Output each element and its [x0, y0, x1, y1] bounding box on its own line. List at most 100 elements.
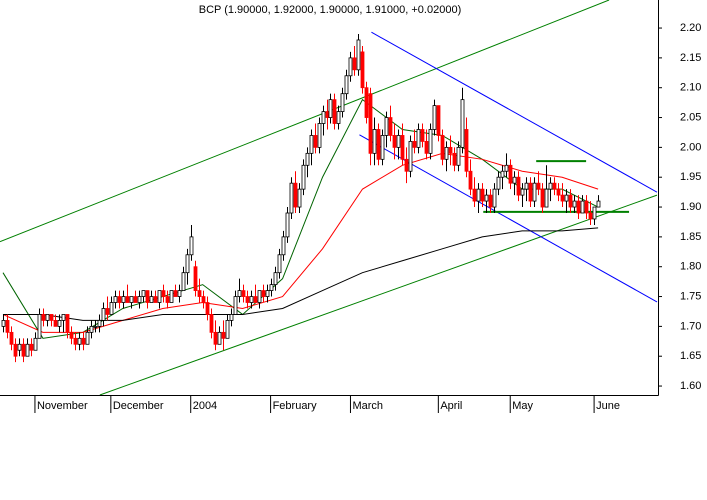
x-tick-label: June — [596, 400, 620, 412]
candle-body — [49, 314, 54, 321]
candle-body — [285, 212, 290, 238]
candle-body — [33, 337, 38, 351]
candle-body — [488, 194, 493, 208]
x-tick-label: March — [352, 400, 383, 412]
candle-body — [257, 290, 262, 303]
candle-body — [512, 176, 517, 184]
candle-body — [105, 308, 110, 315]
candle-body — [325, 111, 330, 118]
candle-body — [336, 111, 341, 124]
candle-body — [564, 194, 569, 202]
candle-body — [85, 331, 90, 345]
candle-body — [29, 343, 34, 351]
candle-body — [424, 141, 429, 154]
candle-body — [249, 296, 254, 303]
candle-body — [344, 75, 349, 95]
x-tick-label: February — [273, 400, 318, 412]
candle-body — [572, 200, 577, 208]
candle-body — [440, 135, 445, 160]
candle-body — [221, 331, 226, 339]
candle-body — [165, 296, 170, 303]
candle-body — [137, 296, 142, 303]
candle-body — [173, 290, 178, 297]
candle-body — [281, 236, 286, 256]
x-tick-label: November — [37, 400, 88, 412]
candle-body — [408, 141, 413, 172]
candle-body — [321, 111, 326, 124]
trendline — [371, 31, 658, 193]
candle-body — [420, 129, 425, 142]
candle-body — [253, 296, 258, 303]
candle-body — [556, 188, 561, 196]
candle-body — [468, 170, 473, 190]
candle-body — [596, 200, 601, 208]
candle-body — [217, 331, 222, 345]
candle-body — [197, 290, 202, 297]
candle-body — [9, 331, 14, 345]
candle-body — [588, 212, 593, 220]
candle-body — [93, 325, 98, 328]
candle-body — [225, 320, 230, 339]
candle-body — [53, 320, 58, 327]
candle-body — [57, 320, 62, 327]
candle-body — [576, 200, 581, 214]
candle-body — [364, 87, 369, 118]
candle-body — [372, 129, 377, 154]
candle-body — [65, 314, 70, 333]
candle-body — [41, 314, 46, 321]
trendline — [99, 194, 658, 396]
candle-body — [340, 93, 345, 112]
candle-body — [492, 188, 497, 208]
candle-body — [560, 194, 565, 202]
candle-body — [45, 314, 50, 321]
candle-body — [261, 290, 266, 297]
candle-body — [508, 164, 513, 184]
candle-body — [412, 141, 417, 148]
candle-body — [201, 296, 206, 303]
candle-body — [161, 290, 166, 297]
candle-body — [133, 296, 138, 303]
candle-body — [169, 290, 174, 303]
candle-body — [37, 314, 42, 339]
candle-body — [141, 290, 146, 297]
plot-area — [0, 0, 658, 396]
candle-body — [157, 290, 162, 303]
y-tick-label: 1.75 — [680, 290, 701, 302]
candle-body — [301, 164, 306, 190]
candle-body — [233, 296, 238, 315]
candle-body — [177, 290, 182, 297]
candle-body — [277, 254, 282, 274]
candle-body — [552, 182, 557, 190]
candle-body — [448, 146, 453, 154]
candle-body — [129, 296, 134, 303]
candle-body — [145, 290, 150, 303]
candle-body — [69, 331, 74, 339]
y-tick-label: 1.80 — [680, 261, 701, 273]
candle-body — [265, 290, 270, 297]
candle-body — [89, 325, 94, 333]
candle-body — [297, 188, 302, 208]
candle-body — [544, 188, 549, 208]
candle-body — [432, 105, 437, 130]
candle-body — [368, 93, 373, 154]
candle-body — [289, 182, 294, 214]
candle-body — [584, 200, 589, 214]
y-tick-label: 1.65 — [680, 350, 701, 362]
candle-body — [77, 337, 82, 345]
x-tick-label: 2004 — [193, 400, 217, 412]
candle-body — [536, 182, 541, 190]
candle-body — [456, 146, 461, 166]
candle-body — [436, 105, 441, 136]
candle-body — [380, 135, 385, 160]
candle-body — [568, 194, 573, 208]
y-tick-label: 1.90 — [680, 201, 701, 213]
candle-body — [181, 272, 186, 291]
y-tick-label: 1.85 — [680, 231, 701, 243]
candle-body — [205, 302, 210, 315]
trendline — [0, 0, 610, 243]
candle-body — [149, 296, 154, 303]
candle-body — [352, 57, 357, 71]
candle-body — [444, 146, 449, 160]
candle-body — [245, 296, 250, 303]
candle-body — [241, 290, 246, 297]
